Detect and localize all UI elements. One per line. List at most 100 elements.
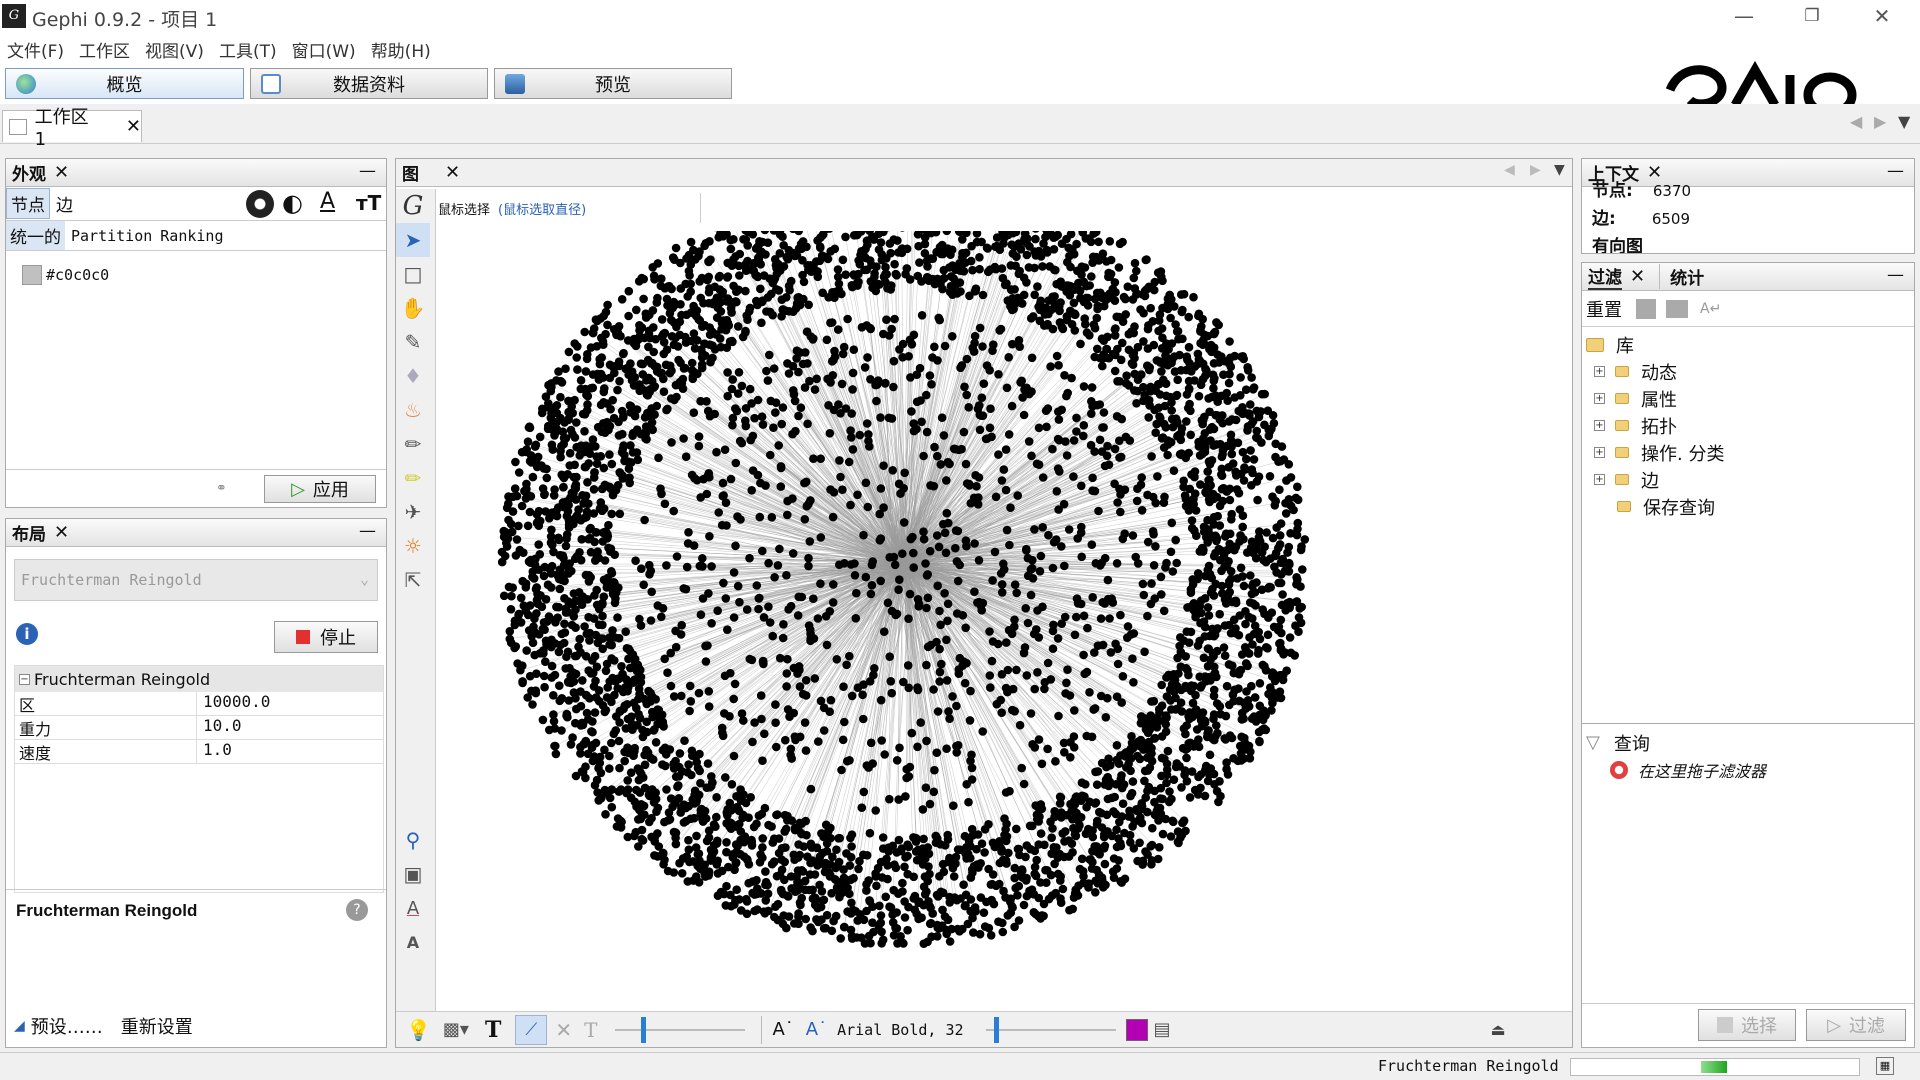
graph-node[interactable] [658,717,668,727]
graph-node[interactable] [1173,653,1182,663]
graph-node[interactable] [826,695,836,705]
graph-node[interactable] [627,712,636,721]
graph-node[interactable] [1276,615,1286,625]
graph-node[interactable] [960,901,970,911]
graph-node[interactable] [582,507,592,516]
graph-node[interactable] [1131,552,1140,562]
graph-node[interactable] [1088,832,1098,842]
graph-node[interactable] [1051,757,1060,766]
graph-node[interactable] [525,507,535,517]
graph-node[interactable] [1176,685,1186,695]
graph-node[interactable] [1049,620,1058,630]
graph-node[interactable] [775,249,785,258]
graph-node[interactable] [568,493,577,503]
graph-node[interactable] [589,485,599,494]
graph-node[interactable] [885,902,894,911]
tab-statistics[interactable]: 统计 [1659,264,1704,289]
graph-node[interactable] [824,826,833,836]
graph-node[interactable] [614,357,624,366]
graph-node[interactable] [646,384,655,394]
graph-node[interactable] [1096,691,1106,701]
graph-node[interactable] [694,878,704,887]
graph-node[interactable] [707,562,716,571]
graph-node[interactable] [1159,498,1169,508]
graph-node[interactable] [1286,529,1295,538]
graph-node[interactable] [1181,501,1191,511]
graph-node[interactable] [549,547,558,557]
graph-node[interactable] [794,367,803,377]
graph-node[interactable] [942,635,951,645]
graph-node[interactable] [848,368,858,378]
graph-node[interactable] [827,357,837,366]
graph-node[interactable] [935,872,944,881]
graph-node[interactable] [993,639,1003,649]
graph-node[interactable] [550,724,560,733]
graph-node[interactable] [1058,884,1068,894]
graph-node[interactable] [1046,870,1056,880]
graph-node[interactable] [1226,574,1236,584]
graph-node[interactable] [821,867,831,876]
graph-node[interactable] [792,354,801,363]
graph-node[interactable] [1201,761,1211,771]
graph-node[interactable] [903,925,912,935]
graph-node[interactable] [875,280,884,289]
graph-node[interactable] [686,237,696,247]
graph-node[interactable] [1032,810,1042,820]
graph-node[interactable] [1146,842,1155,851]
graph-node[interactable] [990,842,1000,852]
rectangle-select-icon[interactable]: □ [403,262,423,286]
graph-node[interactable] [922,390,931,400]
graph-node[interactable] [1226,567,1236,576]
graph-node[interactable] [523,437,533,446]
graph-node[interactable] [1138,860,1147,869]
graph-node[interactable] [729,568,739,577]
graph-node[interactable] [651,794,661,804]
graph-node[interactable] [865,256,875,265]
graph-node[interactable] [765,618,775,627]
graph-node[interactable] [905,589,915,599]
graph-node[interactable] [549,717,559,726]
graph-node[interactable] [892,908,901,917]
graph-node[interactable] [923,570,932,579]
graph-node[interactable] [670,255,679,264]
graph-node[interactable] [960,678,970,688]
graph-node[interactable] [848,445,858,454]
graph-node[interactable] [799,842,809,851]
graph-node[interactable] [985,265,995,274]
graph-node[interactable] [882,315,891,324]
graph-node[interactable] [917,311,927,320]
graph-node[interactable] [970,331,980,341]
graph-node[interactable] [919,939,929,948]
graph-node[interactable] [770,573,779,582]
graph-node[interactable] [899,677,908,687]
graph-node[interactable] [1281,509,1291,518]
stop-button[interactable]: 停止 [274,621,378,653]
graph-node[interactable] [511,457,520,467]
graph-node[interactable] [1200,594,1210,603]
graph-node[interactable] [1154,705,1164,714]
graph-node[interactable] [941,548,951,558]
tab-edges[interactable]: 边 [56,196,73,216]
graph-node[interactable] [689,367,699,377]
graph-node[interactable] [770,912,779,922]
graph-node[interactable] [1237,650,1247,659]
graph-node[interactable] [1234,669,1244,679]
graph-node[interactable] [801,746,811,755]
graph-node[interactable] [1091,559,1101,568]
graph-node[interactable] [562,511,572,521]
graph-node[interactable] [508,492,518,502]
graph-node[interactable] [948,692,957,701]
graph-node[interactable] [620,450,629,460]
graph-node[interactable] [773,899,783,909]
graph-node[interactable] [1122,371,1131,380]
graph-node[interactable] [1255,634,1265,644]
graph-node[interactable] [930,442,939,452]
graph-node[interactable] [783,510,792,520]
graph-node[interactable] [739,790,748,799]
graph-node[interactable] [1025,821,1035,831]
graph-node[interactable] [1072,413,1081,423]
graph-node[interactable] [880,379,890,388]
graph-node[interactable] [878,935,888,945]
graph-node[interactable] [942,676,952,685]
graph-node[interactable] [630,654,640,664]
